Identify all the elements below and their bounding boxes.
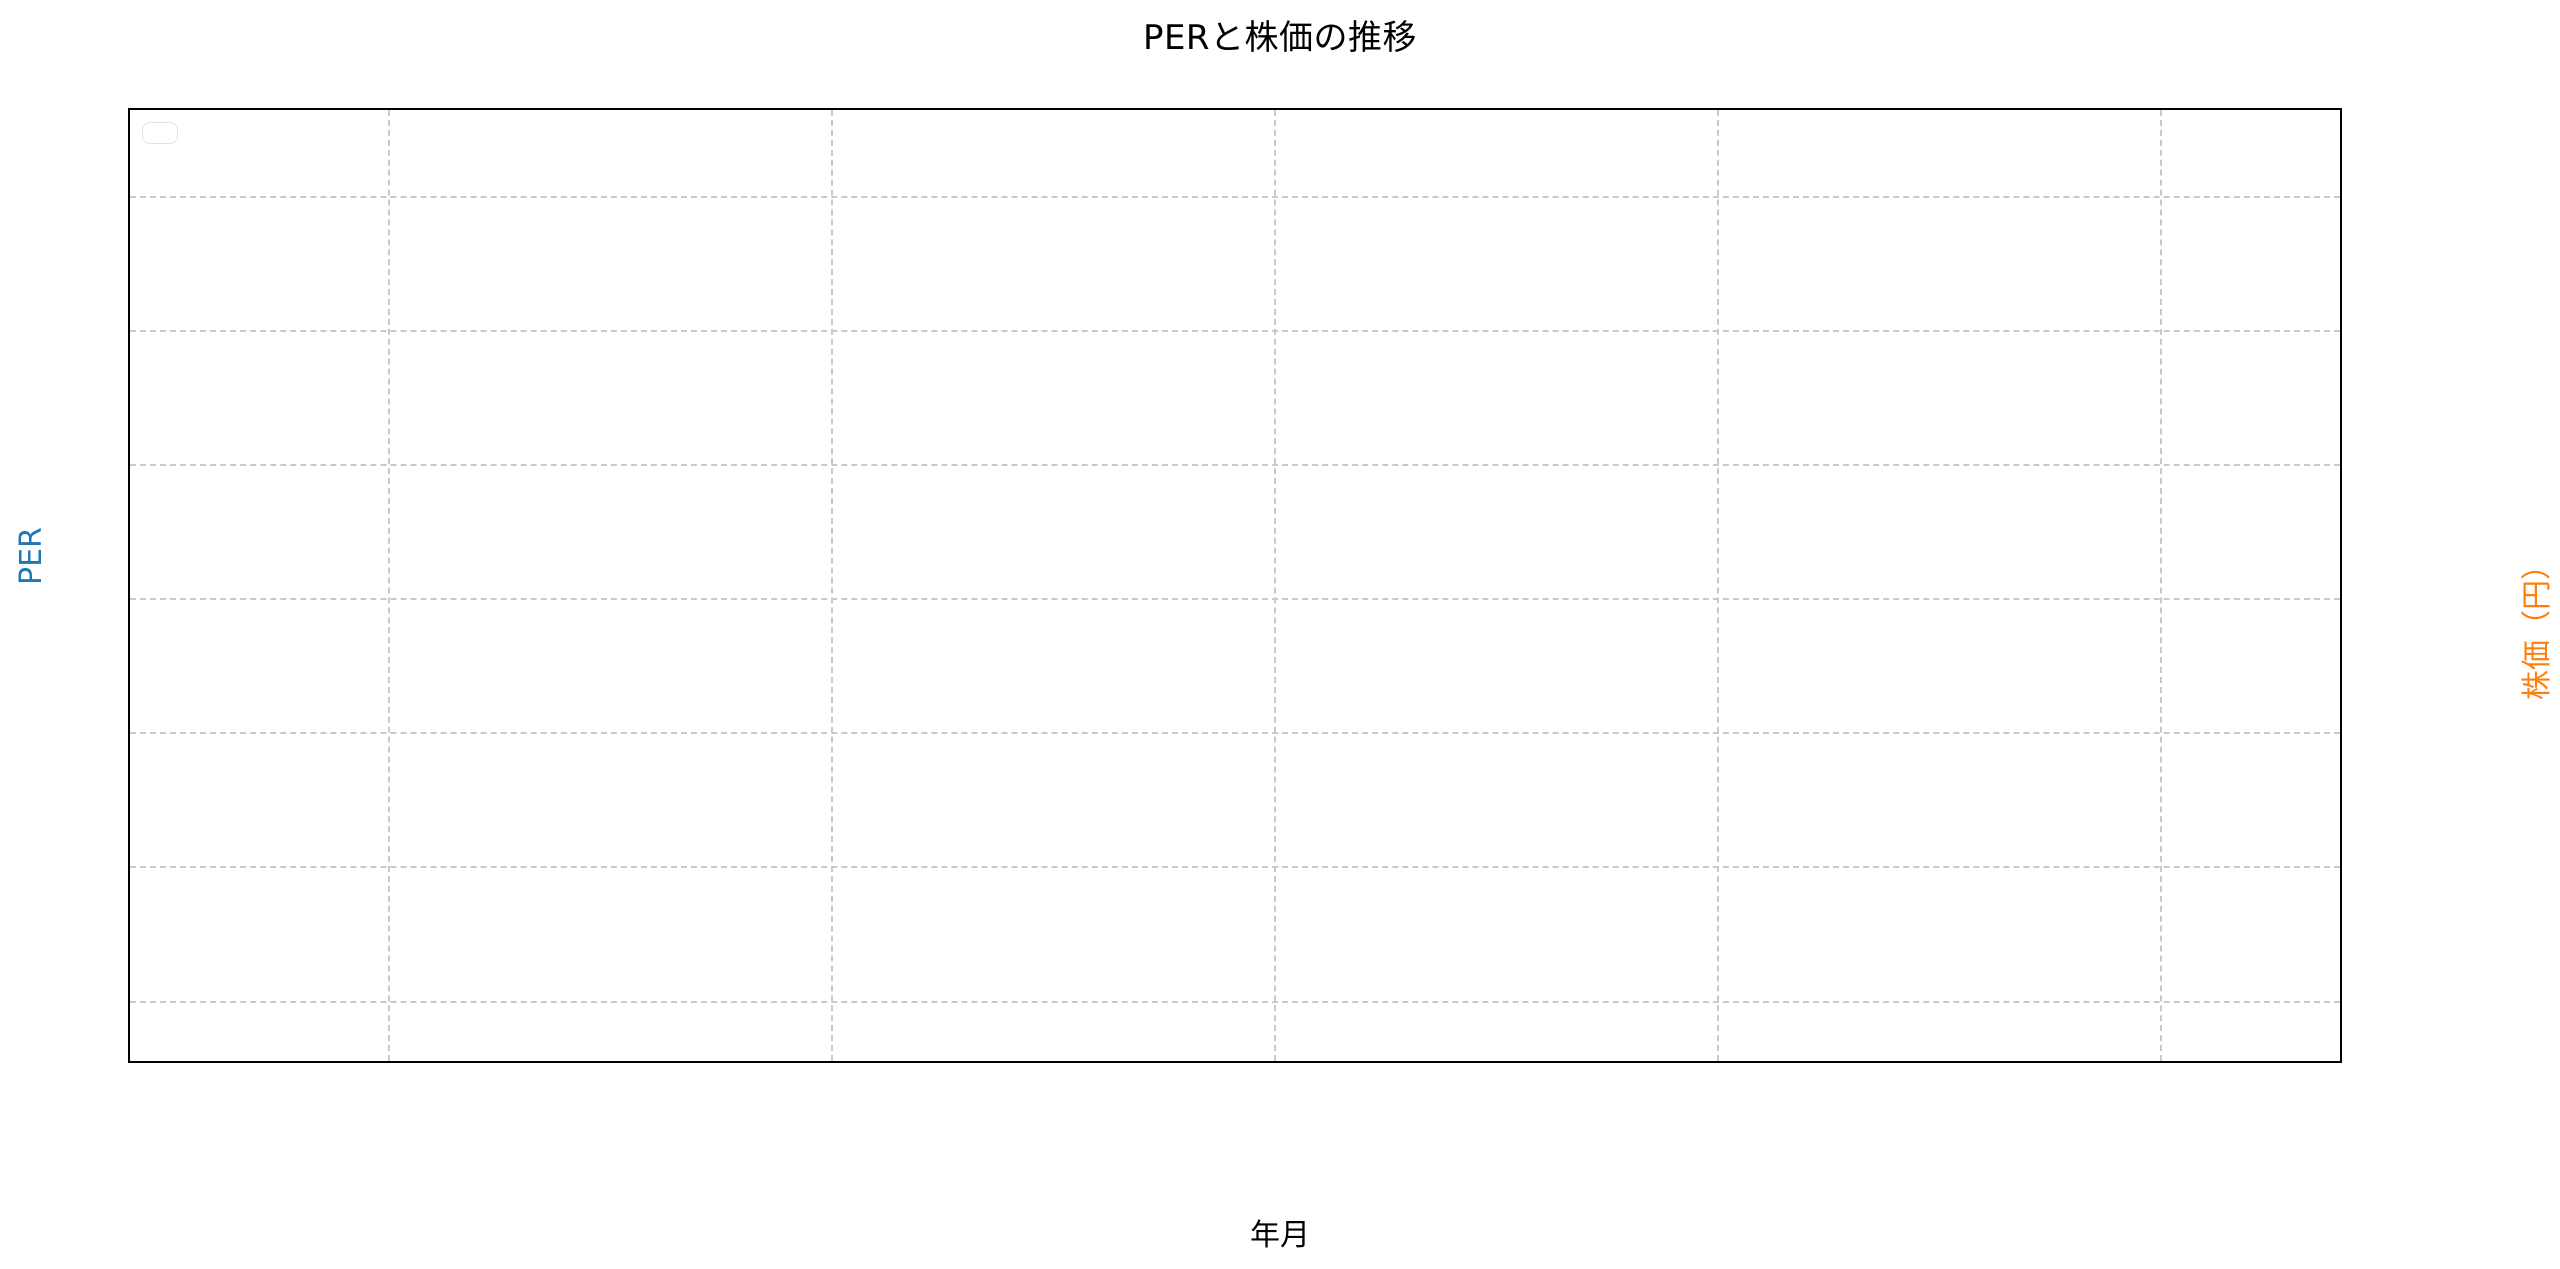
x-axis-label: 年月 <box>1250 1218 1310 1253</box>
gridline-horizontal <box>130 195 2340 198</box>
gridline-horizontal <box>130 732 2340 735</box>
gridline-horizontal <box>130 329 2340 332</box>
y-axis-right-label: 株価（円） <box>2520 550 2555 700</box>
gridline-vertical <box>388 110 391 1061</box>
gridline-vertical <box>831 110 834 1061</box>
gridline-horizontal <box>130 1000 2340 1003</box>
gridline-horizontal <box>130 598 2340 601</box>
gridline-horizontal <box>130 866 2340 869</box>
chart-legend[interactable] <box>142 122 178 144</box>
gridline-vertical <box>1273 110 1276 1061</box>
gridline-horizontal <box>130 464 2340 467</box>
gridline-vertical <box>1716 110 1719 1061</box>
y-axis-left-label: PER <box>14 527 49 585</box>
series-lines <box>130 110 2340 1061</box>
plot-area <box>128 108 2342 1063</box>
chart-title: PERと株価の推移 <box>1142 18 1418 58</box>
gridline-vertical <box>2159 110 2162 1061</box>
